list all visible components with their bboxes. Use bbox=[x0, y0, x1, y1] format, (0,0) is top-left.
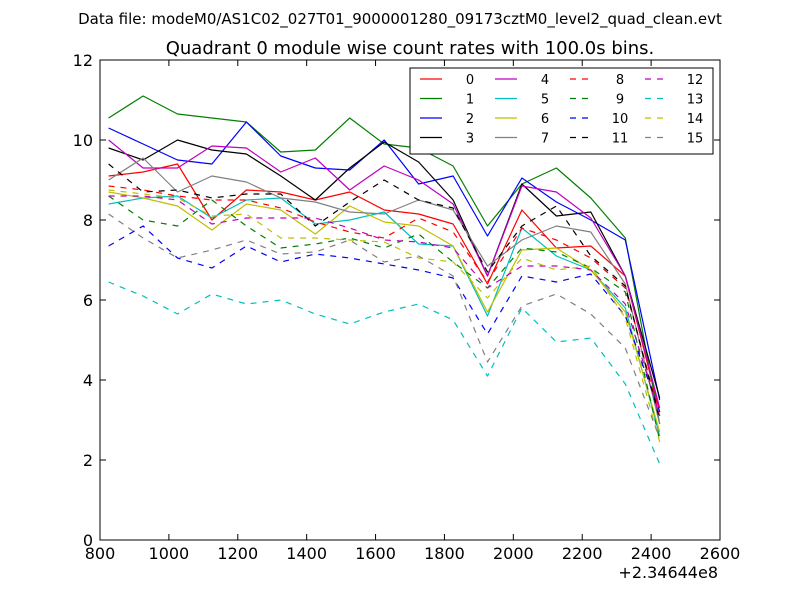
legend-label-11: 11 bbox=[612, 132, 629, 147]
x-tick-label: 1400 bbox=[286, 544, 327, 563]
legend-label-2: 2 bbox=[466, 112, 474, 127]
series-line-11 bbox=[108, 163, 661, 421]
legend-label-6: 6 bbox=[541, 112, 549, 127]
y-tick-label: 8 bbox=[83, 211, 93, 230]
series-line-4 bbox=[108, 139, 661, 409]
series-line-6 bbox=[108, 191, 661, 433]
legend-label-15: 15 bbox=[687, 132, 704, 147]
x-tick-label: 2000 bbox=[493, 544, 534, 563]
legend-label-12: 12 bbox=[687, 73, 704, 88]
x-tick-label: 1000 bbox=[149, 544, 190, 563]
series-line-0 bbox=[108, 163, 661, 413]
y-tick-label: 12 bbox=[73, 51, 93, 70]
series-line-1 bbox=[108, 95, 661, 425]
series-line-12 bbox=[108, 195, 661, 417]
chart-title: Quadrant 0 module wise count rates with … bbox=[166, 38, 655, 59]
x-offset-label: +2.34644e8 bbox=[618, 563, 718, 582]
y-tick-label: 2 bbox=[83, 451, 93, 470]
series-line-10 bbox=[108, 225, 661, 413]
x-tick-label: 1600 bbox=[355, 544, 396, 563]
legend-label-0: 0 bbox=[466, 73, 474, 88]
y-tick-label: 0 bbox=[83, 531, 93, 550]
series-line-2 bbox=[108, 121, 661, 401]
axes-layer: 800 1000 1200 1400 1600 1800 2000 2200 2400 2600 0… bbox=[73, 51, 741, 563]
series-line-5 bbox=[108, 195, 661, 437]
x-tick-label: 2400 bbox=[631, 544, 672, 563]
x-tick-label: 2200 bbox=[562, 544, 603, 563]
series-line-15 bbox=[108, 213, 661, 439]
series-line-7 bbox=[108, 157, 661, 425]
y-tick-label: 10 bbox=[73, 131, 93, 150]
legend-label-14: 14 bbox=[687, 112, 704, 127]
series-layer bbox=[108, 95, 661, 465]
legend-label-10: 10 bbox=[612, 112, 629, 127]
series-line-8 bbox=[108, 185, 661, 417]
x-tick-label: 1200 bbox=[217, 544, 258, 563]
y-tick-label: 6 bbox=[83, 291, 93, 310]
legend-label-8: 8 bbox=[616, 73, 624, 88]
figure-suptitle: Data file: modeM0/AS1C02_027T01_90000012… bbox=[78, 10, 722, 29]
x-tick-label: 2600 bbox=[700, 544, 741, 563]
series-line-3 bbox=[108, 139, 661, 399]
series-line-14 bbox=[108, 189, 661, 443]
legend-label-7: 7 bbox=[541, 132, 549, 147]
legend-label-13: 13 bbox=[687, 93, 704, 108]
legend-label-5: 5 bbox=[541, 93, 549, 108]
x-tick-label: 800 bbox=[85, 544, 116, 563]
legend-label-1: 1 bbox=[466, 93, 474, 108]
y-tick-label: 4 bbox=[83, 371, 93, 390]
legend-label-4: 4 bbox=[541, 73, 549, 88]
legend-label-3: 3 bbox=[466, 132, 474, 147]
legend-box bbox=[409, 67, 714, 155]
legend-label-9: 9 bbox=[616, 93, 624, 108]
x-tick-label: 1800 bbox=[424, 544, 465, 563]
